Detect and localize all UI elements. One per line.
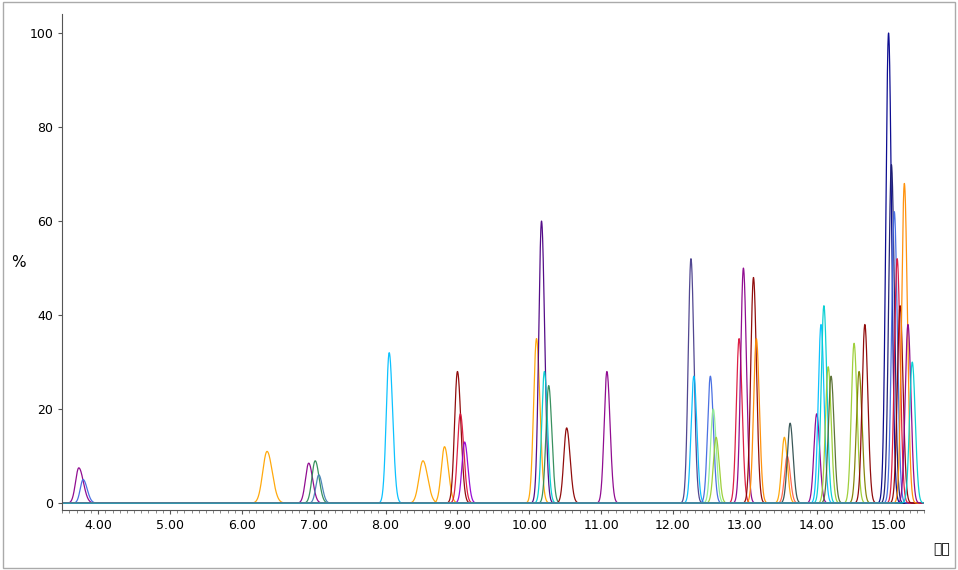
Text: 時間: 時間 [933, 543, 949, 556]
Y-axis label: %: % [11, 255, 26, 270]
